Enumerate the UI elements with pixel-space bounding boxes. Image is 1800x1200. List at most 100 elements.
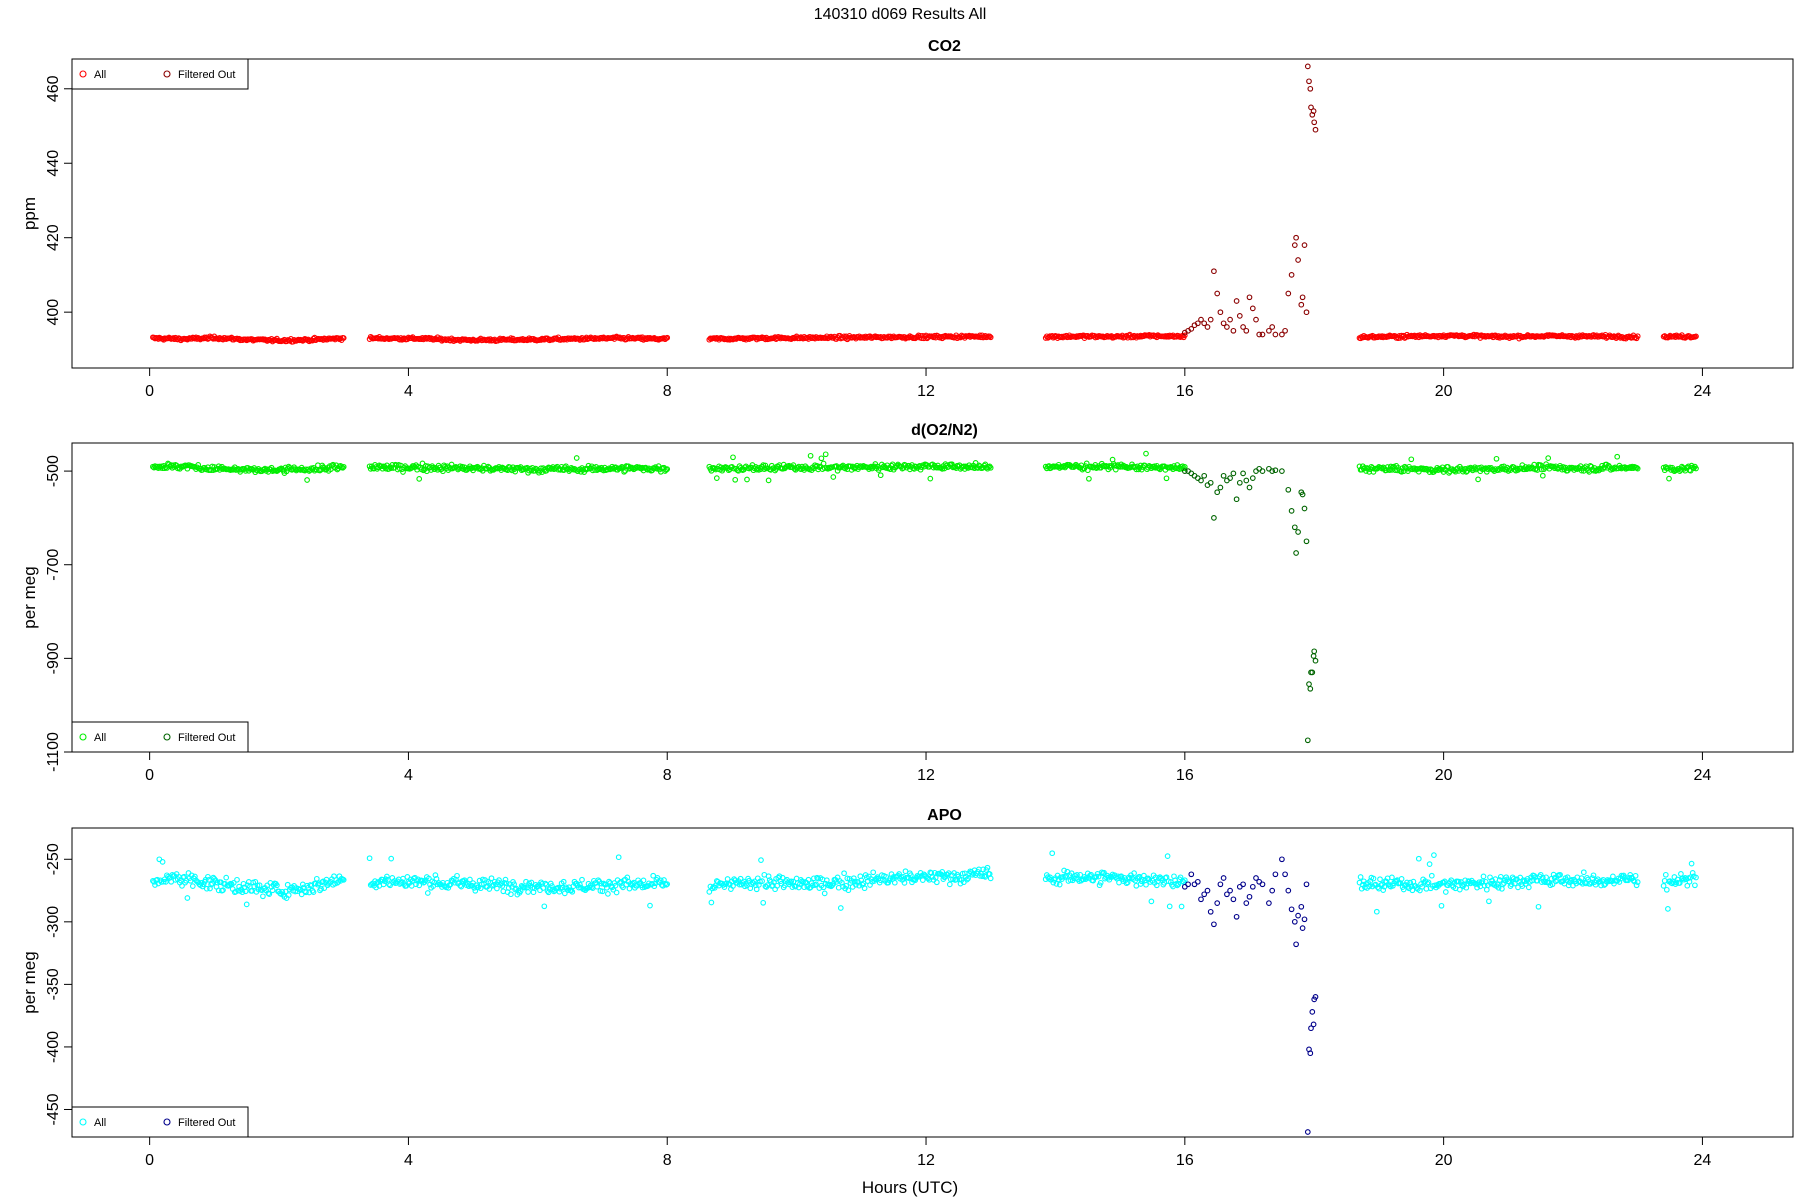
point-all xyxy=(987,875,994,882)
point-filtered-out xyxy=(1312,657,1319,664)
point-all xyxy=(651,883,658,890)
point-all xyxy=(1539,874,1546,881)
point-all xyxy=(965,875,971,882)
point-all xyxy=(877,472,884,479)
y-tick-label: -900 xyxy=(45,642,62,674)
point-all xyxy=(901,880,908,886)
point-all xyxy=(1389,874,1395,881)
point-filtered-out xyxy=(1253,875,1259,881)
point-all xyxy=(203,885,210,892)
point-filtered-out xyxy=(1259,468,1266,474)
x-axis-label: Hours (UTC) xyxy=(862,1178,958,1197)
point-filtered-out xyxy=(1306,78,1312,85)
point-all xyxy=(613,889,620,896)
point-all xyxy=(1095,873,1102,880)
point-filtered-out xyxy=(1295,912,1301,919)
legend: All Filtered Out xyxy=(71,58,249,90)
point-filtered-out xyxy=(1272,331,1279,338)
point-all xyxy=(1053,881,1060,887)
point-all xyxy=(1178,903,1185,910)
point-filtered-out xyxy=(1298,301,1305,308)
point-all xyxy=(774,882,781,889)
point-filtered-out xyxy=(1230,327,1237,334)
point-all xyxy=(959,870,966,877)
point-all xyxy=(1557,871,1563,878)
point-all xyxy=(618,465,624,471)
x-tick-label: 24 xyxy=(1694,767,1712,784)
point-all xyxy=(398,880,404,886)
y-tick-label: 420 xyxy=(45,224,62,251)
point-all xyxy=(234,876,240,883)
point-all xyxy=(366,855,373,862)
point-all xyxy=(457,882,464,889)
point-filtered-out xyxy=(1304,1129,1311,1135)
point-filtered-out xyxy=(1279,856,1285,863)
point-filtered-out xyxy=(1204,887,1211,894)
point-all xyxy=(939,869,946,875)
point-all xyxy=(413,881,419,888)
point-all xyxy=(1633,882,1640,889)
point-all xyxy=(189,883,196,889)
point-all xyxy=(1409,887,1416,894)
point-all xyxy=(522,884,528,891)
point-all xyxy=(1693,465,1699,472)
point-all xyxy=(416,476,423,482)
point-all xyxy=(1143,881,1149,888)
point-all xyxy=(486,886,493,892)
point-all xyxy=(1373,908,1380,915)
point-all xyxy=(830,474,837,480)
point-filtered-out xyxy=(1288,906,1295,913)
point-all xyxy=(1049,850,1056,857)
point-all xyxy=(818,455,825,462)
point-filtered-out xyxy=(1201,320,1208,327)
point-filtered-out xyxy=(1236,479,1243,486)
point-all xyxy=(179,883,185,889)
x-tick-label: 8 xyxy=(663,383,672,400)
point-all xyxy=(1455,878,1462,885)
point-all xyxy=(605,891,611,897)
point-all xyxy=(939,466,946,472)
point-all xyxy=(790,462,797,468)
point-all xyxy=(304,477,310,483)
point-filtered-out xyxy=(1207,908,1214,915)
point-filtered-out xyxy=(1217,309,1224,316)
point-all xyxy=(1682,875,1689,881)
x-tick-label: 4 xyxy=(404,767,413,784)
point-all xyxy=(621,468,627,475)
point-all xyxy=(1688,860,1695,867)
point-all xyxy=(458,883,465,890)
point-filtered-out xyxy=(1194,878,1201,885)
point-all xyxy=(1580,869,1587,876)
y-axis-label: per meg xyxy=(20,951,39,1013)
point-filtered-out xyxy=(1204,324,1211,330)
point-all xyxy=(732,476,739,483)
point-filtered-out xyxy=(1259,881,1266,888)
point-all xyxy=(1666,475,1672,482)
point-filtered-out xyxy=(1233,496,1240,503)
point-all xyxy=(161,465,168,472)
point-filtered-out xyxy=(1303,309,1310,316)
point-filtered-out xyxy=(1233,298,1240,304)
point-filtered-out xyxy=(1298,903,1305,910)
point-all xyxy=(220,887,226,893)
point-all xyxy=(1050,879,1057,886)
point-all xyxy=(850,875,857,882)
point-all xyxy=(898,874,905,880)
point-all xyxy=(1495,884,1502,891)
point-all xyxy=(1590,872,1597,879)
point-all xyxy=(1163,475,1170,482)
point-all xyxy=(1531,872,1538,879)
point-all xyxy=(800,879,806,885)
point-all xyxy=(1381,883,1388,890)
point-all xyxy=(440,468,446,475)
point-all xyxy=(239,889,246,896)
y-tick-label: 460 xyxy=(45,75,62,102)
point-all xyxy=(1426,861,1433,867)
point-all xyxy=(979,873,985,880)
legend-marker-filtered-out xyxy=(163,733,171,741)
point-filtered-out xyxy=(1246,484,1253,491)
point-all xyxy=(200,881,207,888)
point-all xyxy=(1377,876,1383,883)
point-filtered-out xyxy=(1233,913,1240,920)
